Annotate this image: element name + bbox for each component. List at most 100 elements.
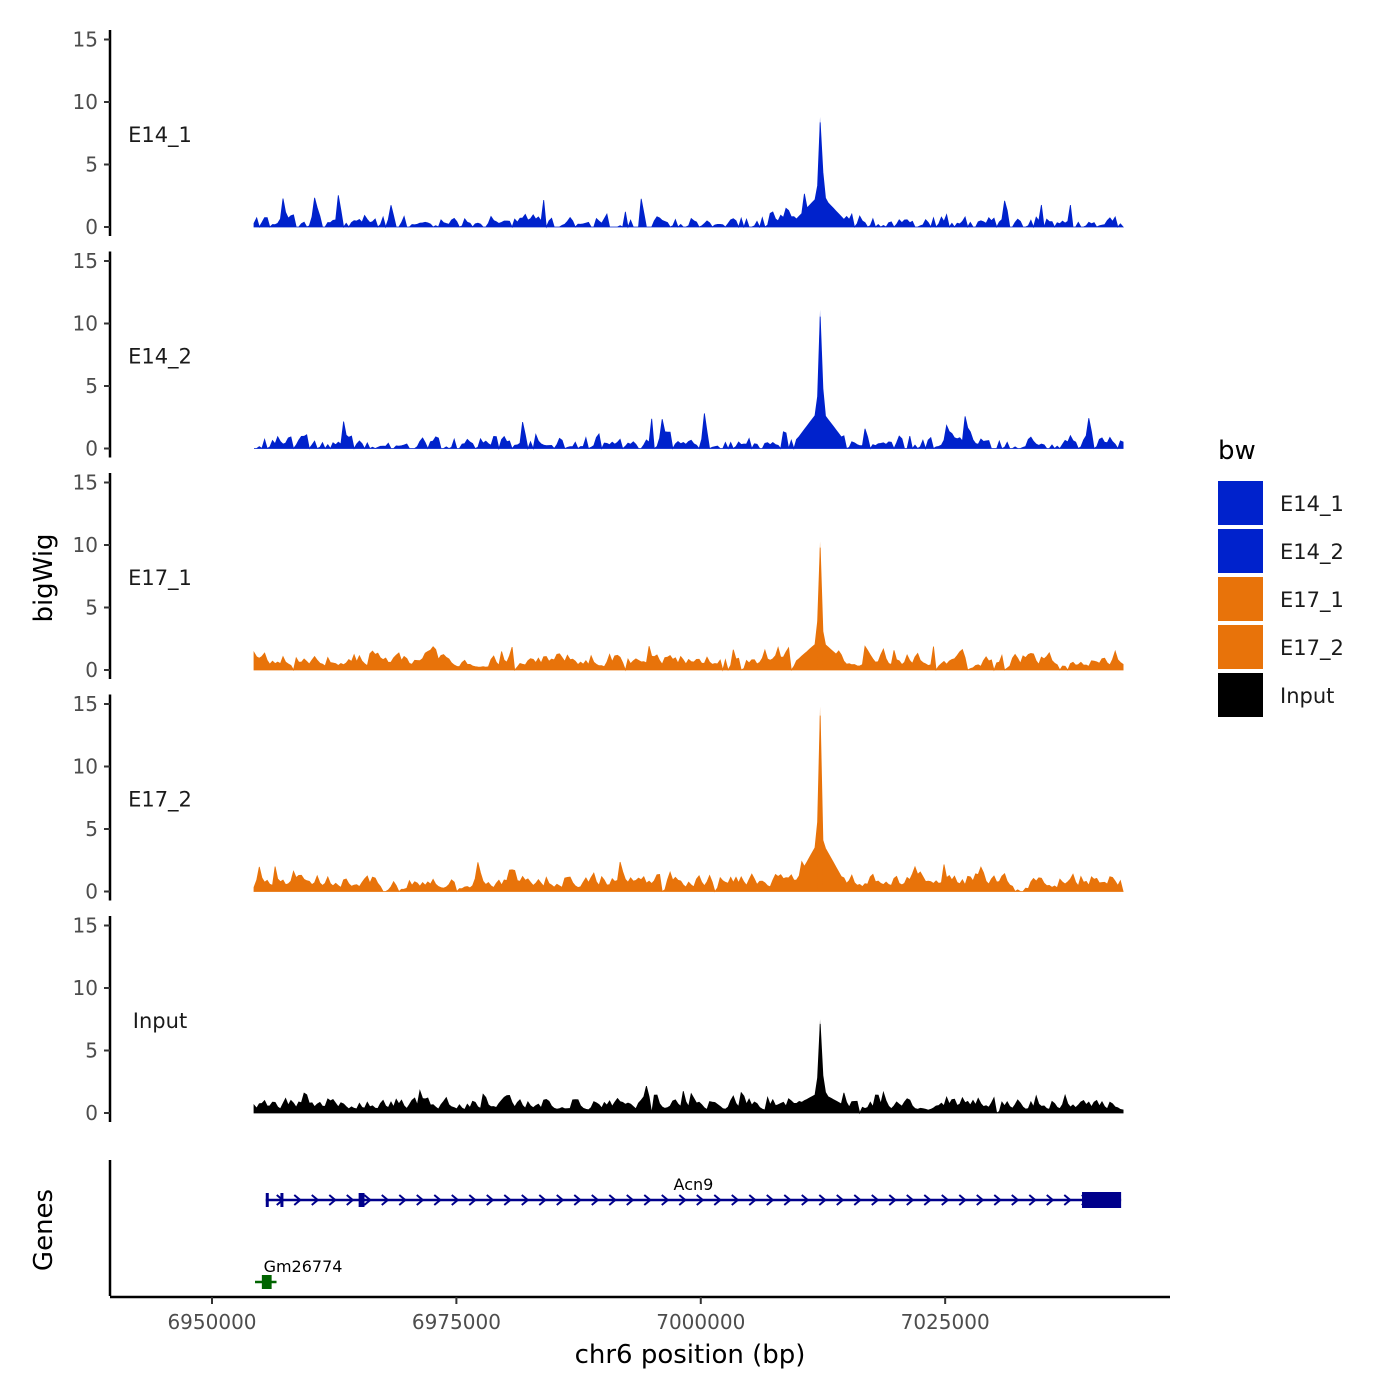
track-label-Input: Input xyxy=(133,1009,187,1033)
strand-arrow-Acn9 xyxy=(818,1194,827,1206)
strand-arrow-Acn9 xyxy=(731,1194,740,1206)
track-label-E17_2: E17_2 xyxy=(128,788,192,813)
legend-title: bw xyxy=(1218,436,1256,466)
x-tick-label: 6975000 xyxy=(412,1310,501,1334)
strand-arrow-Acn9 xyxy=(993,1194,1002,1206)
y-tick-label-E14_1: 0 xyxy=(85,215,98,239)
track-panels: 0 5 10 15 E14_1 0 5 10 15 E14_2 0 5 10 15 E17_1 0 5 10 15 E… xyxy=(73,28,1124,1125)
y-tick-label-E17_2: 10 xyxy=(73,755,98,779)
track-panel-Input: 0 5 10 15 Input xyxy=(73,914,1124,1125)
strand-arrow-Acn9 xyxy=(468,1194,477,1206)
signal-area-E14_2 xyxy=(254,316,1124,451)
y-tick-label-E17_1: 15 xyxy=(73,471,98,495)
signal-area-E17_1 xyxy=(253,547,1124,672)
strand-arrow-Acn9 xyxy=(871,1194,880,1206)
track-panel-E17_2: 0 5 10 15 E17_2 xyxy=(73,692,1124,904)
strand-arrow-Acn9 xyxy=(801,1194,810,1206)
strand-arrow-Acn9 xyxy=(713,1194,722,1206)
strand-arrow-Acn9 xyxy=(363,1194,372,1206)
strand-arrow-Acn9 xyxy=(661,1194,670,1206)
track-label-E14_1: E14_1 xyxy=(128,123,192,148)
exon-Acn9 xyxy=(280,1193,284,1207)
track-label-E14_2: E14_2 xyxy=(128,345,192,370)
strand-arrow-Acn9 xyxy=(976,1194,985,1206)
x-axis: 6950000 6975000 7000000 7025000 xyxy=(110,1295,1170,1334)
strand-arrow-Acn9 xyxy=(293,1194,302,1206)
y-tick-label-Input: 10 xyxy=(73,976,98,1000)
strand-arrow-Acn9 xyxy=(608,1194,617,1206)
y-tick-label-Input: 15 xyxy=(73,914,98,938)
legend-swatch-Input xyxy=(1218,673,1263,717)
x-tick-label: 7000000 xyxy=(656,1310,745,1334)
strand-arrow-Acn9 xyxy=(328,1194,337,1206)
exon-Acn9 xyxy=(1082,1192,1122,1208)
strand-arrow-Acn9 xyxy=(503,1194,512,1206)
signal-area-Input xyxy=(253,1023,1124,1115)
strand-arrow-Acn9 xyxy=(766,1194,775,1206)
strand-arrow-Acn9 xyxy=(346,1194,355,1206)
y-tick-label-E14_1: 15 xyxy=(73,28,98,52)
legend-swatch-E17_1 xyxy=(1218,577,1263,621)
y-tick-label-E14_2: 5 xyxy=(85,374,98,398)
signal-area-E14_1 xyxy=(253,122,1124,229)
y-tick-label-E17_1: 10 xyxy=(73,533,98,557)
y-tick-label-Input: 0 xyxy=(85,1101,98,1125)
strand-arrow-Acn9 xyxy=(836,1194,845,1206)
genes-axis-title: Genes xyxy=(29,1189,59,1271)
y-tick-label-E17_2: 0 xyxy=(85,880,98,904)
legend-label-Input: Input xyxy=(1280,684,1334,708)
legend-label-E17_2: E17_2 xyxy=(1280,636,1344,661)
y-axis-title: bigWig xyxy=(29,533,59,622)
y-tick-label-E14_2: 10 xyxy=(73,312,98,336)
legend-label-E14_2: E14_2 xyxy=(1280,540,1344,565)
strand-arrow-Acn9 xyxy=(451,1194,460,1206)
strand-arrow-Acn9 xyxy=(1046,1194,1055,1206)
strand-arrow-Acn9 xyxy=(573,1194,582,1206)
strand-arrow-Acn9 xyxy=(433,1194,442,1206)
strand-arrow-Acn9 xyxy=(958,1194,967,1206)
y-tick-label-E17_2: 15 xyxy=(73,692,98,716)
strand-arrow-Acn9 xyxy=(748,1194,757,1206)
signal-peak-Input xyxy=(817,1019,824,1113)
signal-area-E17_2 xyxy=(253,715,1124,893)
legend-label-E14_1: E14_1 xyxy=(1280,492,1344,517)
legend-swatch-E14_2 xyxy=(1218,529,1263,573)
x-tick-label: 7025000 xyxy=(901,1310,990,1334)
track-panel-E14_2: 0 5 10 15 E14_2 xyxy=(73,249,1124,461)
strand-arrow-Acn9 xyxy=(923,1194,932,1206)
strand-arrow-Acn9 xyxy=(643,1194,652,1206)
strand-arrow-Acn9 xyxy=(783,1194,792,1206)
y-tick-label-E14_2: 0 xyxy=(85,437,98,461)
y-tick-label-E17_1: 0 xyxy=(85,658,98,682)
strand-arrow-Acn9 xyxy=(853,1194,862,1206)
y-tick-label-Input: 5 xyxy=(85,1039,98,1063)
strand-arrow-Acn9 xyxy=(626,1194,635,1206)
strand-arrow-Acn9 xyxy=(678,1194,687,1206)
track-panel-E14_1: 0 5 10 15 E14_1 xyxy=(73,28,1124,239)
strand-arrow-Acn9 xyxy=(486,1194,495,1206)
y-tick-label-E14_1: 10 xyxy=(73,90,98,114)
track-panel-E17_1: 0 5 10 15 E17_1 xyxy=(73,471,1124,682)
strand-arrow-Acn9 xyxy=(521,1194,530,1206)
strand-arrow-Acn9 xyxy=(941,1194,950,1206)
gene-track: Acn9 Gm26774 xyxy=(108,1160,1122,1296)
x-axis-title: chr6 position (bp) xyxy=(575,1340,806,1370)
strand-arrow-Acn9 xyxy=(591,1194,600,1206)
strand-arrow-Acn9 xyxy=(381,1194,390,1206)
legend-swatch-E17_2 xyxy=(1218,625,1263,669)
exon-Acn9 xyxy=(265,1193,269,1207)
strand-arrow-Acn9 xyxy=(556,1194,565,1206)
signal-peak-E17_1 xyxy=(817,541,824,670)
track-label-E17_1: E17_1 xyxy=(128,566,192,591)
gene-Acn9: Acn9 xyxy=(265,1175,1122,1208)
y-tick-label-E14_2: 15 xyxy=(73,249,98,273)
legend: bw E14_1 E14_2 E17_1 E17_2 Input xyxy=(1218,436,1344,717)
strand-arrow-Acn9 xyxy=(1028,1194,1037,1206)
gene-label-Gm26774: Gm26774 xyxy=(264,1257,343,1276)
strand-arrow-Acn9 xyxy=(1063,1194,1072,1206)
y-tick-label-E17_1: 5 xyxy=(85,596,98,620)
y-tick-label-E14_1: 5 xyxy=(85,153,98,177)
x-tick-label: 6950000 xyxy=(167,1310,256,1334)
